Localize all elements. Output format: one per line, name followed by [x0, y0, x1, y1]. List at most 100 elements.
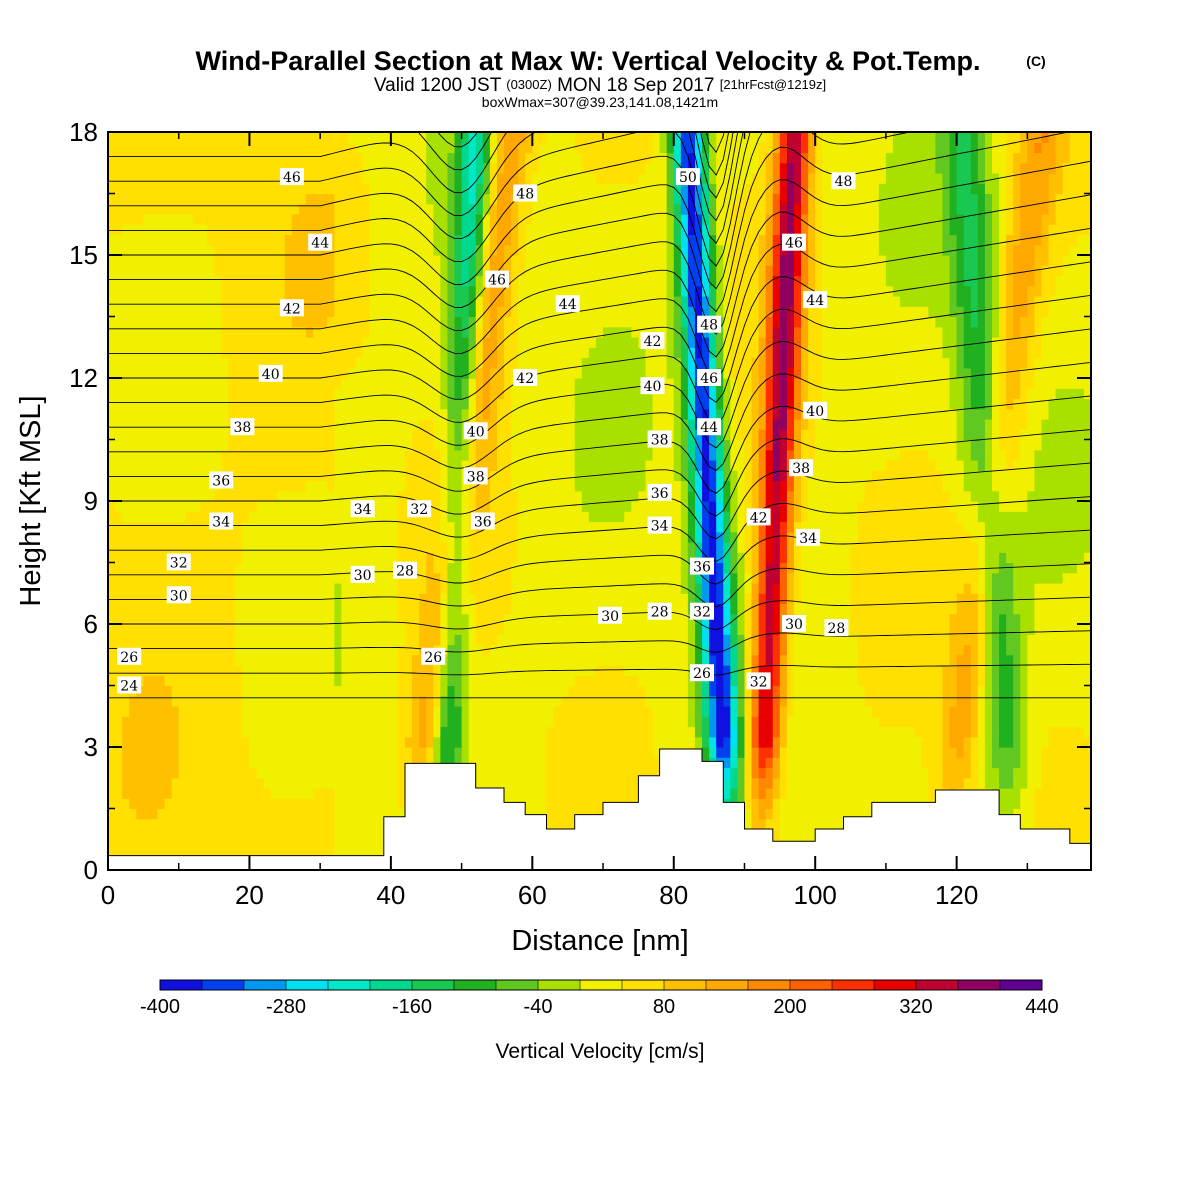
velocity-cell [511, 767, 519, 779]
velocity-cell [348, 808, 357, 820]
velocity-cell [546, 511, 555, 523]
velocity-cell [108, 675, 116, 687]
velocity-cell [136, 378, 144, 389]
velocity-cell [284, 224, 293, 236]
velocity-cell [242, 798, 251, 810]
velocity-cell [129, 767, 137, 779]
velocity-cell [553, 798, 562, 810]
velocity-cell [199, 818, 208, 830]
velocity-cell [567, 490, 576, 502]
velocity-cell [284, 460, 293, 471]
velocity-cell [496, 747, 505, 758]
velocity-cell [405, 449, 413, 461]
velocity-cell [362, 460, 371, 471]
velocity-cell [291, 460, 300, 471]
velocity-cell [164, 654, 173, 666]
velocity-cell [553, 162, 562, 174]
velocity-cell [588, 624, 597, 635]
velocity-cell [426, 757, 434, 769]
velocity-cell [397, 388, 406, 400]
velocity-cell [560, 244, 569, 256]
velocity-cell [214, 203, 222, 215]
velocity-cell [405, 603, 413, 615]
velocity-cell [320, 367, 328, 379]
velocity-cell [150, 152, 159, 164]
velocity-cell [383, 572, 392, 584]
velocity-cell [306, 316, 314, 328]
velocity-cell [482, 726, 491, 738]
velocity-cell [348, 603, 357, 615]
velocity-cell [171, 326, 180, 338]
velocity-cell [298, 818, 307, 830]
velocity-cell [185, 644, 194, 656]
velocity-cell [207, 603, 215, 615]
velocity-cell [298, 388, 307, 400]
velocity-cell [136, 490, 144, 502]
velocity-cell [560, 490, 569, 502]
velocity-cell [341, 747, 350, 758]
velocity-cell [482, 460, 491, 471]
velocity-cell [355, 419, 364, 430]
velocity-cell [214, 583, 222, 594]
velocity-cell [412, 162, 420, 174]
velocity-cell [369, 408, 378, 420]
velocity-cell [376, 562, 385, 574]
velocity-cell [192, 142, 201, 154]
velocity-cell [164, 798, 173, 810]
velocity-cell [447, 685, 456, 697]
velocity-cell [440, 726, 449, 738]
velocity-cell [567, 767, 576, 779]
velocity-cell [341, 839, 350, 851]
velocity-cell [348, 296, 357, 307]
velocity-cell [327, 347, 335, 359]
velocity-cell [461, 531, 470, 543]
velocity-cell [164, 357, 173, 369]
velocity-cell [447, 439, 456, 451]
velocity-cell [504, 244, 512, 256]
velocity-cell [129, 347, 137, 359]
velocity-cell [235, 480, 243, 492]
velocity-cell [284, 583, 293, 594]
velocity-cell [171, 654, 180, 666]
velocity-cell [284, 285, 293, 297]
velocity-cell [560, 808, 569, 820]
velocity-cell [277, 716, 286, 728]
velocity-cell [235, 501, 243, 512]
velocity-cell [157, 203, 166, 215]
velocity-cell [122, 173, 130, 184]
velocity-cell [525, 132, 533, 143]
velocity-cell [412, 152, 420, 164]
velocity-cell [263, 470, 272, 482]
velocity-cell [567, 777, 576, 789]
velocity-cell [178, 808, 187, 820]
velocity-cell [581, 326, 590, 338]
velocity-cell [320, 839, 328, 851]
velocity-cell [482, 757, 491, 769]
velocity-cell [447, 429, 456, 441]
velocity-cell [412, 132, 420, 143]
velocity-cell [185, 449, 194, 461]
velocity-cell [192, 429, 201, 441]
velocity-cell [256, 419, 265, 430]
velocity-cell [129, 603, 137, 615]
velocity-cell [207, 572, 215, 584]
velocity-cell [504, 757, 512, 769]
velocity-cell [553, 531, 562, 543]
velocity-cell [192, 695, 201, 707]
velocity-cell [412, 716, 420, 728]
velocity-cell [221, 214, 229, 225]
velocity-cell [440, 316, 449, 328]
valid-date: MON 18 Sep 2017 [557, 75, 714, 96]
velocity-cell [256, 562, 265, 574]
velocity-cell [235, 203, 243, 215]
velocity-cell [164, 808, 173, 820]
velocity-cell [419, 613, 427, 625]
velocity-cell [143, 173, 152, 184]
velocity-cell [581, 603, 590, 615]
velocity-cell [574, 788, 583, 799]
velocity-cell [412, 460, 420, 471]
velocity-cell [171, 316, 180, 328]
velocity-cell [447, 562, 456, 574]
velocity-cell [341, 572, 350, 584]
velocity-cell [249, 367, 258, 379]
